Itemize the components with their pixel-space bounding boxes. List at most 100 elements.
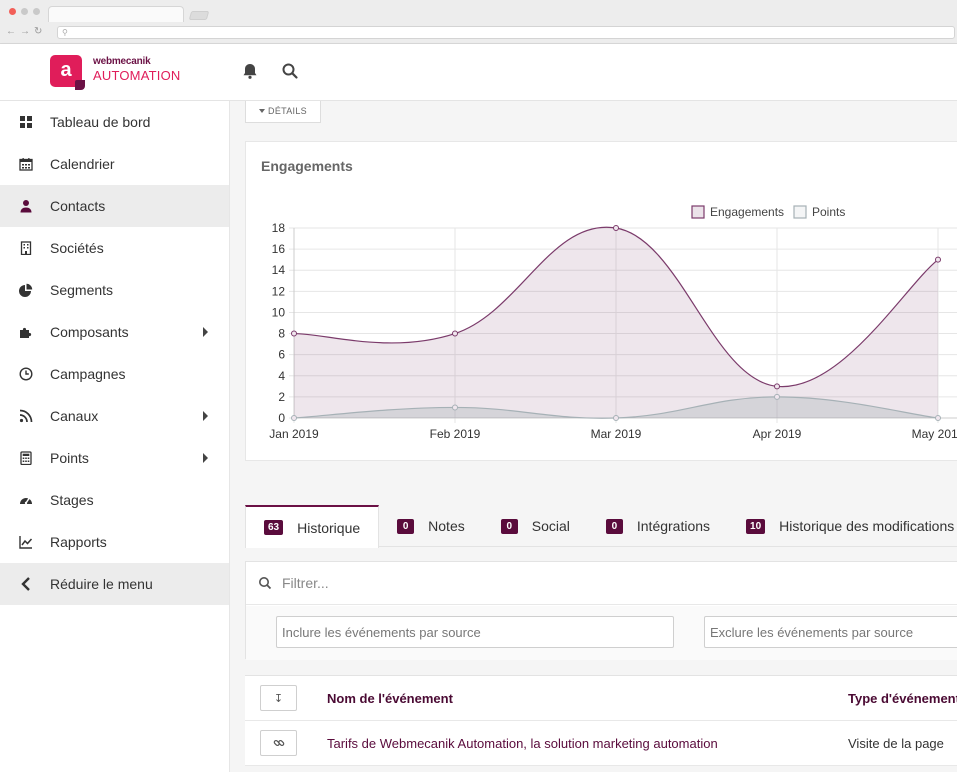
y-tick-label: 18 — [272, 221, 286, 235]
link-button[interactable] — [260, 730, 297, 756]
back-arrow-icon[interactable]: ← — [6, 26, 16, 37]
table-row: Tarifs de Webmecanik Automation, la solu… — [245, 721, 957, 766]
sidebar-item-tableau-de-bord[interactable]: Tableau de bord — [0, 101, 229, 143]
caret-right-icon — [203, 411, 208, 421]
tab-notes[interactable]: 0 Notes — [379, 505, 483, 547]
sidebar-item-canaux[interactable]: Canaux — [0, 395, 229, 437]
x-tick-label: Jan 2019 — [269, 427, 319, 441]
engagements-chart-card: Engagements 0 2 4 6 8 10 12 14 16 18 Jan 2019 Feb 2… — [245, 141, 957, 461]
y-tick-label: 0 — [278, 411, 285, 425]
app-header: a webmecanik AUTOMATION — [0, 44, 957, 101]
x-tick-label: May 2019 — [912, 427, 957, 441]
forward-arrow-icon[interactable]: → — [20, 26, 30, 37]
data-point — [935, 256, 941, 263]
search-icon[interactable] — [281, 62, 299, 80]
sidebar-item-label: Tableau de bord — [50, 114, 151, 130]
y-tick-label: 12 — [272, 284, 286, 298]
sidebar-item-label: Rapports — [50, 534, 107, 550]
sidebar-item-campagnes[interactable]: Campagnes — [0, 353, 229, 395]
tab-label: Historique — [297, 519, 361, 536]
filter-input[interactable] — [282, 575, 882, 591]
link-icon — [273, 739, 284, 747]
header-event-name[interactable]: Nom de l'événement — [327, 690, 453, 706]
sort-button[interactable]: ↧ — [260, 685, 297, 711]
close-window-button[interactable] — [9, 8, 16, 15]
sidebar-item-points[interactable]: Points — [0, 437, 229, 479]
main-content: DÉTAILS Engagements 0 2 4 6 8 10 12 14 16 18 Jan 2… — [230, 101, 957, 772]
sidebar-item-label: Sociétés — [50, 240, 104, 256]
legend-swatch — [691, 205, 705, 219]
sidebar-item-composants[interactable]: Composants — [0, 311, 229, 353]
y-tick-label: 8 — [278, 327, 285, 341]
collapse-menu-button[interactable]: Réduire le menu — [0, 563, 229, 605]
source-filter-row — [246, 606, 957, 660]
sidebar-item-label: Points — [50, 450, 89, 466]
calculator-icon — [19, 451, 33, 465]
brand-logo[interactable]: a — [50, 55, 85, 90]
data-point — [935, 415, 941, 421]
caret-right-icon — [203, 327, 208, 337]
sidebar-item-stages[interactable]: Stages — [0, 479, 229, 521]
header-event-type[interactable]: Type d'événement — [848, 690, 957, 706]
sidebar: Tableau de bord Calendrier Contacts Société… — [0, 101, 230, 772]
tab-label: Intégrations — [636, 518, 711, 534]
minimize-window-button[interactable] — [21, 8, 28, 15]
include-source-input[interactable] — [276, 616, 674, 648]
sort-icon: ↧ — [273, 692, 284, 705]
series-area-engagements — [294, 227, 938, 418]
sidebar-item-societes[interactable]: Sociétés — [0, 227, 229, 269]
address-bar[interactable]: ⚲ — [57, 26, 955, 39]
chevron-left-icon — [19, 577, 33, 591]
sidebar-item-label: Composants — [50, 324, 129, 340]
data-point — [774, 393, 780, 400]
bell-icon[interactable] — [241, 62, 259, 80]
tachometer-icon — [19, 493, 33, 507]
calendar-icon — [19, 157, 33, 171]
y-tick-label: 14 — [272, 263, 286, 277]
table-header-row: ↧ Nom de l'événement Type d'événement — [245, 676, 957, 721]
data-point — [613, 415, 619, 421]
browser-chrome: ← → ↻ ⚲ — [0, 0, 957, 44]
tab-social[interactable]: 0 Social — [483, 505, 588, 547]
events-table: ↧ Nom de l'événement Type d'événement Ta… — [245, 675, 957, 766]
maximize-window-button[interactable] — [33, 8, 40, 15]
reload-icon[interactable]: ↻ — [34, 26, 43, 37]
sidebar-item-calendrier[interactable]: Calendrier — [0, 143, 229, 185]
tab-count-badge: 63 — [264, 520, 284, 535]
browser-tab[interactable] — [48, 6, 184, 22]
series-line-engagements — [293, 226, 939, 387]
sidebar-item-contacts[interactable]: Contacts — [0, 185, 229, 227]
y-tick-label: 4 — [278, 369, 285, 383]
event-type: Visite de la page — [848, 735, 944, 751]
tab-label: Notes — [428, 518, 465, 534]
sidebar-menu: Tableau de bord Calendrier Contacts Société… — [0, 101, 229, 563]
x-tick-label: Feb 2019 — [430, 427, 481, 441]
y-tick-label: 6 — [278, 348, 285, 362]
tab-historique-des-modifications[interactable]: 10 Historique des modifications — [728, 505, 957, 547]
data-point — [452, 330, 458, 337]
x-tick-label: Apr 2019 — [753, 427, 802, 441]
browser-nav: ← → ↻ — [6, 26, 42, 38]
logo-letter: a — [60, 59, 72, 81]
tab-integrations[interactable]: 0 Intégrations — [588, 505, 728, 547]
tab-count-badge: 0 — [397, 518, 415, 534]
chart-title: Engagements — [261, 158, 353, 174]
event-name-link[interactable]: Tarifs de Webmecanik Automation, la solu… — [327, 735, 718, 751]
details-button[interactable]: DÉTAILS — [245, 101, 321, 123]
sidebar-item-segments[interactable]: Segments — [0, 269, 229, 311]
legend-label: Engagements — [710, 205, 784, 219]
new-tab-button[interactable] — [188, 11, 210, 20]
sidebar-item-rapports[interactable]: Rapports — [0, 521, 229, 563]
sidebar-item-label: Stages — [50, 492, 94, 508]
tab-historique[interactable]: 63 Historique — [245, 505, 380, 548]
exclude-source-input[interactable] — [704, 616, 957, 648]
series-area-points — [294, 396, 938, 419]
data-point — [613, 225, 619, 231]
y-tick-label: 10 — [272, 305, 286, 319]
contact-tabs: 63 Historique 0 Notes 0 Social 0 Intégrations 10… — [245, 505, 957, 548]
filter-panel — [245, 561, 957, 660]
y-tick-label: 16 — [272, 242, 286, 256]
data-point — [452, 404, 458, 411]
sidebar-item-label: Contacts — [50, 198, 106, 214]
collapse-menu-label: Réduire le menu — [50, 576, 153, 592]
